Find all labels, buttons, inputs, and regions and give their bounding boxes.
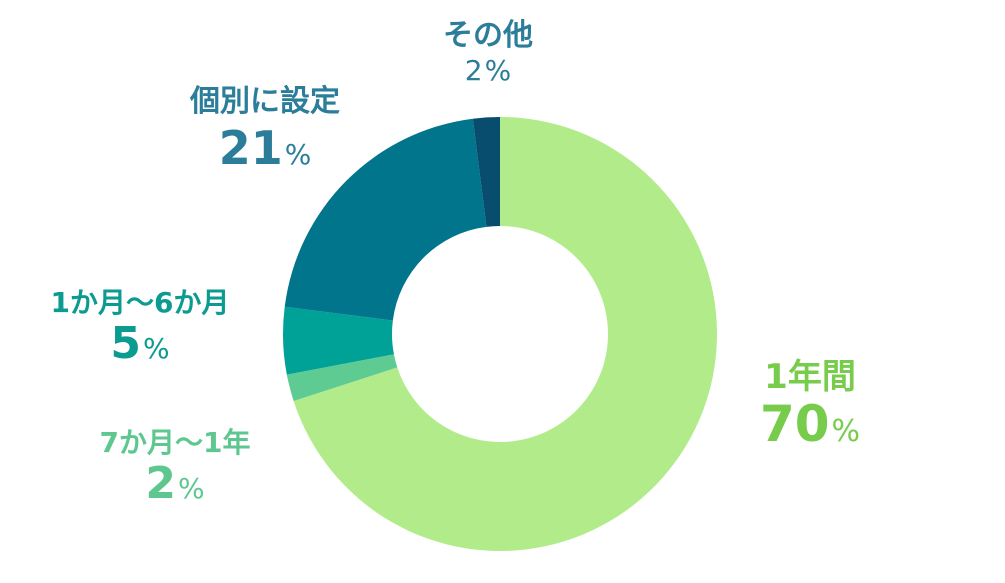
slice-1-to-6-months xyxy=(283,306,394,375)
slice-unit-1-year: % xyxy=(831,413,861,449)
slice-value-other: 2 xyxy=(464,53,483,87)
label-other: その他 2% xyxy=(418,20,558,85)
slice-value-1-to-6-months-wrap: 5% xyxy=(15,321,265,367)
slice-value-1-year-wrap: 70% xyxy=(745,394,875,453)
label-7-months-to-1-year: 7か月～1年 2% xyxy=(70,428,280,508)
slice-other xyxy=(472,117,500,227)
label-1-year: 1年間 70% xyxy=(745,357,875,453)
slice-7-months-to-1-year xyxy=(286,354,398,402)
slice-1-year xyxy=(293,117,717,551)
slice-value-1-year: 70 xyxy=(759,394,830,453)
donut-slices xyxy=(283,117,717,551)
label-1-to-6-months: 1か月～6か月 5% xyxy=(15,288,265,368)
slice-label-7-months-to-1-year: 7か月～1年 xyxy=(99,426,251,459)
slice-value-1-to-6-months: 5 xyxy=(110,318,141,370)
slice-unit-custom-setting: % xyxy=(284,137,312,171)
slice-value-7-months-to-1-year: 2 xyxy=(145,458,176,510)
slice-value-7-months-to-1-year-wrap: 2% xyxy=(70,461,280,507)
slice-label-other: その他 xyxy=(443,18,533,53)
slice-value-custom-setting-wrap: 21% xyxy=(160,120,370,175)
slice-unit-other: % xyxy=(484,53,512,87)
slice-value-custom-setting: 21 xyxy=(218,120,283,175)
slice-label-1-to-6-months: 1か月～6か月 xyxy=(50,286,230,319)
label-custom-setting: 個別に設定 21% xyxy=(160,86,370,172)
slice-label-1-year: 1年間 xyxy=(764,357,856,397)
slice-unit-1-to-6-months: % xyxy=(143,332,170,366)
slice-value-other-wrap: 2% xyxy=(418,53,558,87)
slice-label-custom-setting: 個別に設定 xyxy=(190,84,340,119)
slice-custom-setting xyxy=(284,118,487,321)
slice-unit-7-months-to-1-year: % xyxy=(178,472,205,506)
